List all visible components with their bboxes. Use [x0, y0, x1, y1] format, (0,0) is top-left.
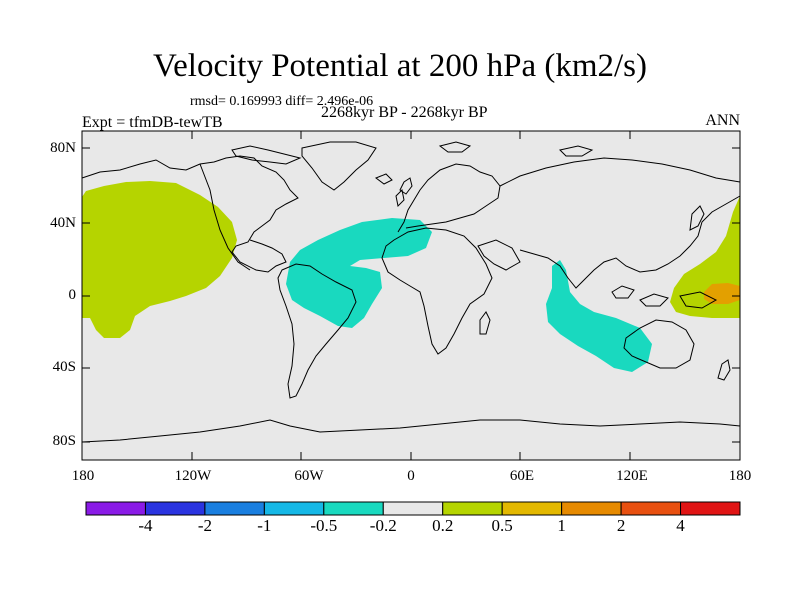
colorbar — [85, 501, 741, 516]
colorbar-box-9 — [620, 501, 682, 516]
negative-region-atlantic — [286, 218, 432, 328]
y-tick-40s: 40S — [52, 359, 76, 375]
x-tick-180e: 180 — [728, 468, 752, 484]
plot-title: Velocity Potential at 200 hPa (km2/s) — [152, 48, 648, 84]
positive-region-north-pacific — [82, 181, 237, 338]
colorbar-label-1: -2 — [197, 516, 212, 535]
y-tick-80s: 80S — [52, 433, 76, 449]
colorbar-box-7 — [501, 501, 563, 516]
season-label: ANN — [705, 112, 740, 129]
colorbar-box-0 — [85, 501, 146, 516]
colorbar-box-6 — [442, 501, 503, 516]
colorbar-box-8 — [561, 501, 622, 516]
colorbar-box-3 — [263, 501, 325, 516]
colorbar-box-4 — [323, 501, 384, 516]
colorbar-box-2 — [204, 501, 265, 516]
stats-line: rmsd= 0.169993 diff= 2.496e-06 — [190, 94, 374, 109]
colorbar-box-5 — [382, 501, 444, 516]
colorbar-label-7: 1 — [557, 516, 566, 535]
colorbar-label-4: -0.2 — [369, 516, 397, 535]
experiment-line: Expt = tfmDB-tewTB — [82, 114, 223, 131]
colorbar-label-6: 0.5 — [491, 516, 513, 535]
colorbar-label-8: 2 — [616, 516, 626, 535]
colorbar-box-1 — [144, 501, 206, 516]
coastlines — [81, 141, 741, 443]
colorbar-label-9: 4 — [676, 516, 685, 535]
x-tick-120e: 120E — [616, 468, 648, 484]
colorbar-label-3: -0.5 — [310, 516, 338, 535]
colorbar-label-2: -1 — [257, 516, 272, 535]
y-tick-40n: 40N — [50, 215, 76, 231]
x-tick-120w: 120W — [174, 468, 212, 484]
y-tick-80n: 80N — [50, 140, 76, 156]
tick-marks — [82, 131, 740, 460]
x-tick-180w: 180 — [71, 468, 95, 484]
colorbar-label-5: 0.2 — [432, 516, 454, 535]
colorbar-label-0: -4 — [138, 516, 153, 535]
x-tick-60w: 60W — [294, 468, 324, 484]
period-line: 2268kyr BP - 2268kyr BP — [321, 104, 488, 121]
colorbar-box-10 — [680, 501, 741, 516]
negative-region-indian-ocean — [546, 260, 652, 372]
x-tick-0: 0 — [407, 468, 415, 484]
x-tick-60e: 60E — [509, 468, 535, 484]
y-tick-0: 0 — [68, 287, 77, 303]
